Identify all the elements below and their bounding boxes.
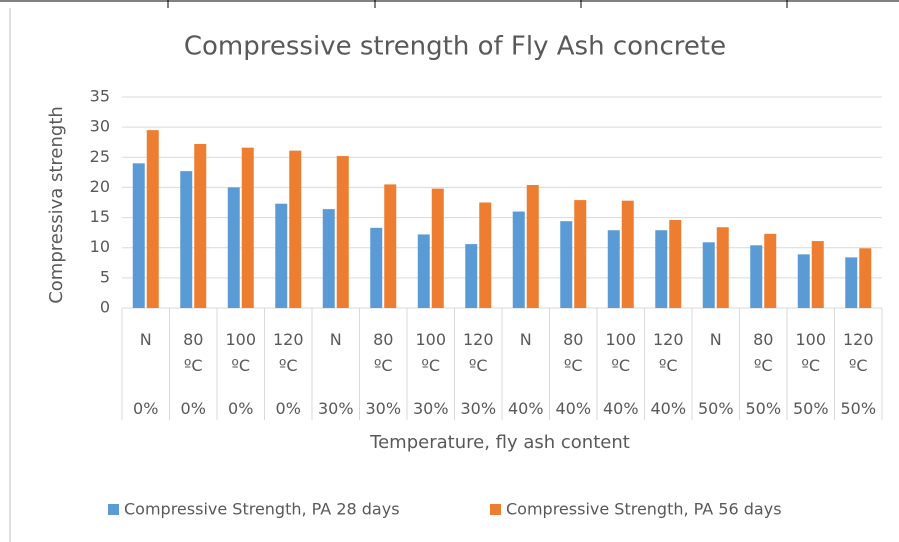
bar xyxy=(560,221,573,308)
y-tick-label: 5 xyxy=(100,267,110,286)
bar xyxy=(479,202,492,308)
bar xyxy=(241,147,254,308)
y-tick-label: 20 xyxy=(90,177,110,196)
x-tick-label: 100 ºC xyxy=(605,330,637,375)
bar xyxy=(146,130,159,308)
bar xyxy=(859,248,872,308)
bar xyxy=(797,254,810,308)
x-group-label: 0% xyxy=(180,399,206,418)
bar xyxy=(384,184,397,308)
x-tick-label: 120 ºC xyxy=(272,330,304,375)
bar xyxy=(336,156,349,308)
bar xyxy=(845,257,858,308)
x-group-label: 0% xyxy=(275,399,301,418)
bar xyxy=(512,211,525,308)
bar xyxy=(194,144,207,308)
x-group-label: 50% xyxy=(840,399,877,418)
x-group-label: 50% xyxy=(745,399,782,418)
x-tick-label: 100 ºC xyxy=(415,330,447,375)
bar xyxy=(227,187,240,308)
x-tick-label: 80 ºC xyxy=(183,330,204,375)
x-tick-label: N xyxy=(139,330,152,349)
bar xyxy=(431,188,444,308)
x-group-label: 40% xyxy=(650,399,687,418)
x-tick-label: 100 ºC xyxy=(795,330,827,375)
legend-label: Compressive Strength, PA 56 days xyxy=(506,500,782,519)
y-axis-title: Compressiva strength xyxy=(46,106,67,304)
x-group-label: 40% xyxy=(602,399,639,418)
legend-swatch xyxy=(490,504,501,515)
x-group-label: 30% xyxy=(317,399,354,418)
bar xyxy=(180,171,193,308)
x-tick-label: 120 ºC xyxy=(652,330,684,375)
bar xyxy=(811,241,824,308)
x-axis-title: Temperature, fly ash content xyxy=(369,432,630,453)
y-tick-label: 0 xyxy=(100,298,110,317)
x-tick-label: N xyxy=(519,330,532,349)
bar xyxy=(322,209,335,308)
bar xyxy=(574,200,587,308)
x-group-label: 30% xyxy=(460,399,497,418)
y-tick-label: 30 xyxy=(90,117,110,136)
bar xyxy=(132,163,145,308)
x-tick-label: N xyxy=(709,330,722,349)
y-tick-label: 10 xyxy=(90,237,110,256)
bar xyxy=(370,227,383,308)
x-group-label: 30% xyxy=(365,399,402,418)
bar xyxy=(289,150,302,308)
x-group-label: 40% xyxy=(555,399,592,418)
bar xyxy=(764,233,777,308)
bar xyxy=(417,234,430,308)
x-tick-label: N xyxy=(329,330,342,349)
x-group-label: 0% xyxy=(228,399,254,418)
x-group-label: 0% xyxy=(133,399,159,418)
x-group-label: 50% xyxy=(697,399,734,418)
bar xyxy=(465,244,478,308)
bar xyxy=(669,219,682,308)
bar xyxy=(750,245,763,308)
x-group-label: 40% xyxy=(507,399,544,418)
bar xyxy=(716,227,729,308)
legend-label: Compressive Strength, PA 28 days xyxy=(124,500,400,519)
x-group-label: 30% xyxy=(412,399,449,418)
legend-swatch xyxy=(108,504,119,515)
x-tick-label: 100 ºC xyxy=(225,330,257,375)
y-tick-label: 25 xyxy=(90,147,110,166)
x-group-label: 50% xyxy=(792,399,829,418)
y-tick-label: 15 xyxy=(90,207,110,226)
x-tick-label: 80 ºC xyxy=(563,330,584,375)
bar xyxy=(607,230,620,308)
bar xyxy=(655,230,668,308)
y-tick-label: 35 xyxy=(90,87,110,106)
x-tick-label: 80 ºC xyxy=(753,330,774,375)
bar xyxy=(275,203,288,308)
bar xyxy=(702,242,715,308)
bar xyxy=(621,200,634,308)
chart-title: Compressive strength of Fly Ash concrete xyxy=(184,32,726,62)
bar xyxy=(526,185,539,308)
x-tick-label: 120 ºC xyxy=(462,330,494,375)
x-tick-label: 120 ºC xyxy=(842,330,874,375)
x-tick-label: 80 ºC xyxy=(373,330,394,375)
